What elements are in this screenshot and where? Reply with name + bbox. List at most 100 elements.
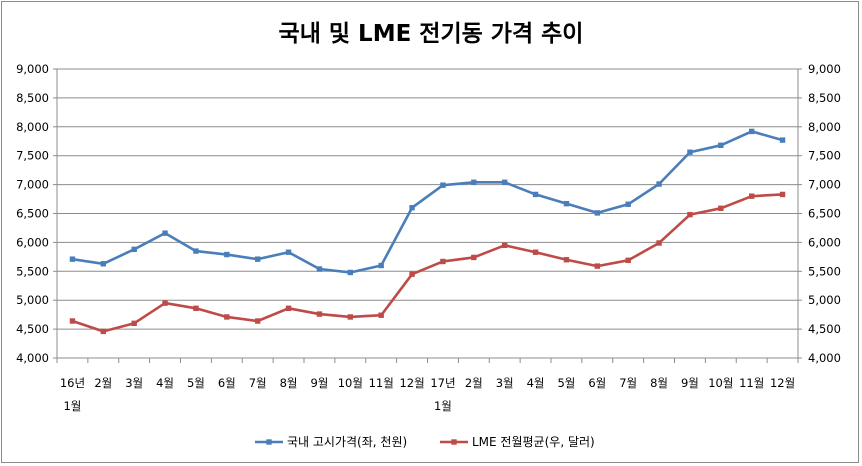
series-1-marker <box>440 182 446 188</box>
chart-title: 국내 및 LME 전기동 가격 추이 <box>278 21 584 47</box>
y-left-tick-label: 5,000 <box>16 293 49 307</box>
y-left-tick-label: 8,500 <box>16 91 49 105</box>
x-tick-label: 7월 <box>619 376 637 390</box>
x-tick-label: 6월 <box>218 376 236 390</box>
series-2-marker <box>625 257 631 264</box>
series-1-marker <box>779 137 786 143</box>
x-tick-label: 1월 <box>434 399 452 413</box>
series-1-marker <box>501 179 508 185</box>
series-1-marker <box>378 262 384 269</box>
y-right-tick-label: 5,500 <box>808 264 841 278</box>
x-tick-label: 9월 <box>310 376 328 390</box>
x-tick-label: 3월 <box>125 376 143 390</box>
x-tick-label: 10월 <box>338 376 363 390</box>
y-right-tick-label: 7,000 <box>808 178 841 192</box>
y-left-tick-label: 5,500 <box>16 264 49 278</box>
legend-swatch-marker <box>451 439 457 445</box>
series-2-marker <box>378 312 384 318</box>
x-tick-label: 10월 <box>708 376 733 390</box>
series-2-marker <box>69 318 76 324</box>
series-1-marker <box>594 210 601 216</box>
x-tick-label: 17년 <box>430 376 455 390</box>
series-2-marker <box>440 258 446 265</box>
series-1-marker <box>285 249 292 255</box>
series-1-marker <box>69 256 76 262</box>
series-1-marker <box>131 246 137 253</box>
x-tick-label: 12월 <box>770 376 795 390</box>
y-left-tick-label: 7,000 <box>16 178 49 192</box>
series-1-marker <box>718 142 724 148</box>
series-2-marker <box>532 249 539 255</box>
series-1-marker <box>347 269 354 276</box>
x-tick-label: 4월 <box>156 376 174 390</box>
series-2-marker <box>316 311 323 317</box>
x-tick-label: 12월 <box>399 376 424 390</box>
series-1-marker <box>656 181 662 187</box>
series-2-marker <box>162 300 168 306</box>
series-1-marker <box>254 256 261 262</box>
x-tick-label: 5월 <box>187 376 205 390</box>
series-1-marker <box>471 179 477 185</box>
series-1-marker <box>162 230 168 236</box>
series-line-2 <box>72 193 783 333</box>
y-left-tick-label: 6,000 <box>16 235 49 249</box>
y-left-tick-label: 4,000 <box>16 351 49 365</box>
series-1-marker <box>100 261 107 267</box>
x-tick-label: 8월 <box>280 376 298 390</box>
x-tick-label: 16년 <box>60 376 85 390</box>
y-right-tick-label: 4,000 <box>808 351 841 365</box>
legend-entry-label: 국내 고시가격(좌, 천원) <box>287 434 407 449</box>
series-2-marker <box>779 191 786 198</box>
y-right-tick-label: 6,000 <box>808 235 841 249</box>
x-tick-label: 9월 <box>681 376 699 390</box>
series-2-marker <box>471 254 477 261</box>
series-2-marker <box>748 193 755 199</box>
y-right-tick-label: 8,500 <box>808 91 841 105</box>
y-left-tick-label: 9,000 <box>16 62 49 76</box>
y-right-tick-label: 8,000 <box>808 120 841 134</box>
x-tick-label: 8월 <box>650 376 668 390</box>
y-right-tick-label: 4,500 <box>808 322 841 336</box>
series-2-marker <box>656 240 662 246</box>
series-2-marker <box>285 305 292 311</box>
series-2-marker <box>687 211 693 218</box>
series-2-marker <box>594 263 601 269</box>
series-2-marker <box>131 320 137 327</box>
series-1-marker <box>532 191 539 198</box>
series-1-marker <box>316 266 323 272</box>
series-1-marker <box>748 128 755 135</box>
series-1-marker <box>224 251 230 258</box>
y-right-tick-label: 6,500 <box>808 207 841 221</box>
x-tick-label: 6월 <box>588 376 606 390</box>
x-tick-label: 2월 <box>94 376 112 390</box>
y-right-tick-label: 7,500 <box>808 149 841 163</box>
series-2-marker <box>563 257 570 263</box>
x-tick-label: 4월 <box>527 376 545 390</box>
series-lines <box>69 128 786 335</box>
series-1-marker <box>409 205 415 211</box>
series-1-marker <box>193 248 199 254</box>
x-tick-label: 11월 <box>369 376 394 390</box>
x-tick-label: 3월 <box>496 376 514 390</box>
legend-swatch-marker <box>266 439 272 445</box>
y-left-tick-label: 4,500 <box>16 322 49 336</box>
y-left-tick-label: 7,500 <box>16 149 49 163</box>
axes: 4,000 4,500 5,000 5,500 6,000 6,500 7,000 7,500… <box>16 62 841 413</box>
x-tick-label: 1월 <box>63 399 81 413</box>
y-right-tick-label: 9,000 <box>808 62 841 76</box>
legend-entry-label: LME 전월평균(우, 달러) <box>472 435 595 449</box>
x-tick-label: 2월 <box>465 376 483 390</box>
series-1-marker <box>687 149 693 155</box>
series-2-marker <box>100 328 107 335</box>
series-2-marker <box>193 305 199 311</box>
gridlines <box>57 68 798 330</box>
series-1-marker <box>625 201 631 207</box>
series-2-marker <box>347 314 354 320</box>
series-line-1 <box>72 130 783 274</box>
series-2-marker <box>224 314 230 320</box>
y-left-tick-label: 6,500 <box>16 207 49 221</box>
x-tick-label: 5월 <box>557 376 575 390</box>
series-2-marker <box>409 271 415 277</box>
